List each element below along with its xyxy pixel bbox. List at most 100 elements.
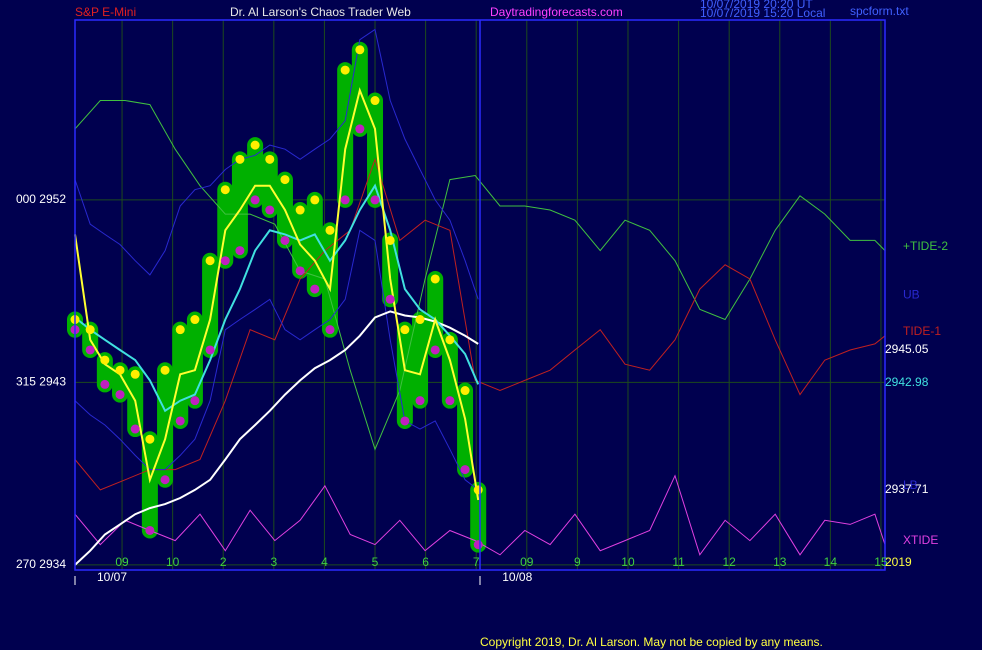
- low-dot: [175, 416, 185, 426]
- x-tick-label: 10: [166, 555, 180, 569]
- series-line: [74, 87, 480, 501]
- low-dot: [325, 325, 335, 335]
- series-line: [74, 28, 479, 300]
- low-dot: [145, 525, 155, 535]
- legend-label: TIDE-1: [903, 324, 941, 338]
- high-dot: [190, 315, 200, 325]
- high-dot: [295, 205, 305, 215]
- x-tick-label: 14: [824, 555, 838, 569]
- x-tick-label: 9: [574, 555, 581, 569]
- legend-label: XTIDE: [903, 533, 938, 547]
- low-dot: [100, 379, 110, 389]
- value-annotation: 2945.05: [885, 342, 929, 356]
- low-dot: [385, 294, 395, 304]
- x-tick-label: 10: [621, 555, 635, 569]
- high-dot: [310, 195, 320, 205]
- low-dot: [430, 345, 440, 355]
- high-dot: [265, 154, 275, 164]
- high-dot: [340, 65, 350, 75]
- website: Daytradingforecasts.com: [490, 5, 623, 19]
- high-dot: [415, 315, 425, 325]
- date-label: 10/07: [97, 570, 127, 584]
- low-dot: [205, 345, 215, 355]
- low-dot: [130, 424, 140, 434]
- x-tick-label: 5: [372, 555, 379, 569]
- y-tick-label: 270 2934: [16, 557, 66, 571]
- timestamp: 10/07/2019 20:20 UT: [700, 0, 813, 11]
- series-line: [74, 157, 886, 491]
- high-dot: [385, 235, 395, 245]
- plot-area: [67, 28, 886, 566]
- low-dot: [160, 475, 170, 485]
- x-tick-label: 2: [220, 555, 227, 569]
- value-annotation: 2019: [885, 555, 912, 569]
- low-dot: [235, 246, 245, 256]
- low-dot: [460, 465, 470, 475]
- series-line: [74, 100, 886, 451]
- low-dot: [415, 396, 425, 406]
- high-dot: [130, 369, 140, 379]
- grid: [75, 20, 885, 570]
- copyright: Copyright 2019, Dr. Al Larson. May not b…: [480, 635, 823, 649]
- legend-label: +TIDE-2: [903, 239, 948, 253]
- high-dot: [85, 325, 95, 335]
- low-dot: [295, 266, 305, 276]
- value-annotation: 2942.98: [885, 375, 929, 389]
- low-dot: [400, 416, 410, 426]
- low-dot: [265, 205, 275, 215]
- high-dot: [115, 365, 125, 375]
- low-dot: [473, 540, 483, 550]
- date-label: 10/08: [502, 570, 532, 584]
- series-line: [74, 310, 479, 566]
- high-dot: [160, 365, 170, 375]
- x-tick-label: 09: [520, 555, 534, 569]
- x-tick-label: 7: [473, 555, 480, 569]
- low-dot: [115, 390, 125, 400]
- chart-title: Dr. Al Larson's Chaos Trader Web: [230, 5, 411, 19]
- high-dot: [430, 274, 440, 284]
- legend-label: UB: [903, 287, 920, 301]
- high-dot: [145, 434, 155, 444]
- low-dot: [340, 195, 350, 205]
- high-dot: [280, 175, 290, 185]
- x-tick-label: 09: [115, 555, 129, 569]
- high-dot: [473, 485, 483, 495]
- y-tick-label: 315 2943: [16, 375, 66, 389]
- low-dot: [310, 284, 320, 294]
- low-dot: [250, 195, 260, 205]
- low-dot: [85, 345, 95, 355]
- low-dot: [370, 195, 380, 205]
- legend-label: LB: [903, 478, 918, 492]
- timestamp: 10/07/2019 15:20 Local: [700, 6, 825, 20]
- high-dot: [400, 325, 410, 335]
- high-dot: [325, 225, 335, 235]
- low-dot: [190, 396, 200, 406]
- high-dot: [370, 96, 380, 106]
- high-dot: [205, 256, 215, 266]
- source-file: spcform.txt: [850, 4, 909, 18]
- low-dot: [280, 235, 290, 245]
- series-line: [74, 474, 886, 556]
- high-dot: [445, 335, 455, 345]
- x-tick-label: 3: [270, 555, 277, 569]
- high-dot: [250, 140, 260, 150]
- high-dot: [235, 154, 245, 164]
- x-tick-label: 15: [874, 555, 888, 569]
- value-annotation: 2937.71: [885, 482, 929, 496]
- series-line: [74, 229, 479, 491]
- x-tick-label: 12: [722, 555, 736, 569]
- low-dot: [355, 124, 365, 134]
- x-tick-label: 13: [773, 555, 787, 569]
- instrument-label: S&P E-Mini: [75, 5, 136, 19]
- high-dot: [355, 45, 365, 55]
- low-dot: [220, 256, 230, 266]
- high-dot: [175, 325, 185, 335]
- series-line: [74, 183, 480, 413]
- x-tick-label: 6: [422, 555, 429, 569]
- high-dot: [220, 185, 230, 195]
- x-tick-label: 4: [321, 555, 328, 569]
- x-tick-label: 11: [672, 555, 685, 569]
